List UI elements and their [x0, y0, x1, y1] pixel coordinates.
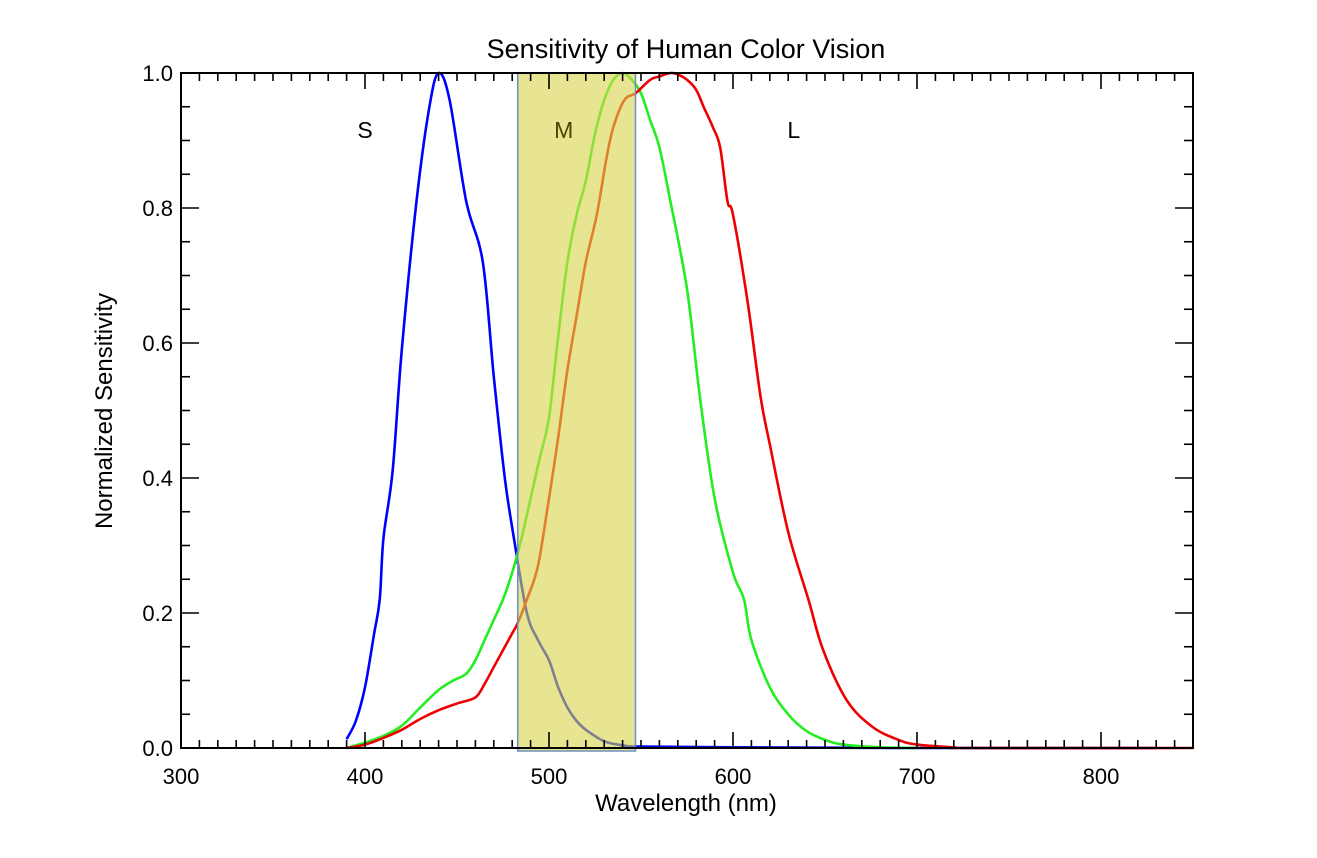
- y-axis-label: Normalized Sensitivity: [91, 293, 118, 529]
- x-axis-label: Wavelength (nm): [595, 790, 777, 817]
- y-tick-label: 0.2: [142, 601, 173, 626]
- x-tick-label: 800: [1083, 764, 1120, 789]
- axes: 300 400 500 600 700 800 0.0 0.2 0.4 0.6 0.8 1.0: [142, 61, 1194, 789]
- y-tick-label: 0.8: [142, 196, 173, 221]
- curve-s: [345, 71, 1157, 750]
- chart-title: Sensitivity of Human Color Vision: [487, 34, 886, 64]
- x-tick-label: 400: [347, 764, 384, 789]
- plot-frame: [180, 72, 1194, 749]
- annotation-m: M: [554, 117, 573, 143]
- y-tick-label: 1.0: [142, 61, 173, 86]
- annotation-l: L: [787, 117, 800, 143]
- highlight-band: [516, 72, 637, 752]
- x-tick-label: 500: [531, 764, 568, 789]
- y-tick-label: 0.6: [142, 331, 173, 356]
- x-tick-label: 300: [163, 764, 200, 789]
- x-tick-label: 700: [899, 764, 936, 789]
- curve-l: [346, 71, 1194, 750]
- y-tick-label: 0.0: [142, 736, 173, 761]
- curves: [345, 71, 1194, 750]
- y-tick-label: 0.4: [142, 466, 173, 491]
- annotation-s: S: [357, 117, 372, 143]
- highlight-rect: [516, 72, 637, 752]
- x-tick-label: 600: [715, 764, 752, 789]
